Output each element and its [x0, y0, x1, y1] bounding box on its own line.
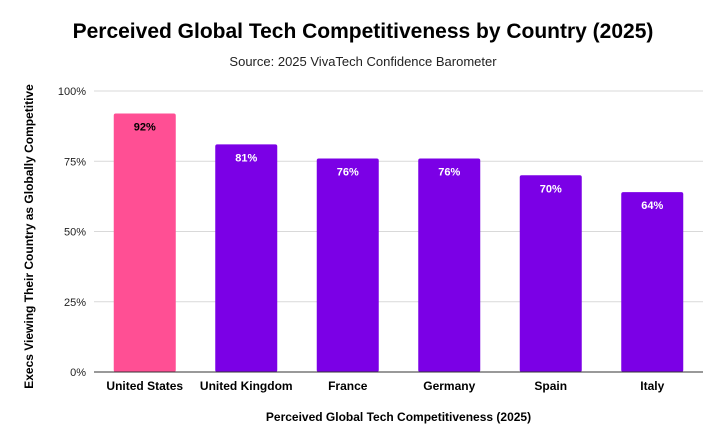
y-axis-title: Execs Viewing Their Country as Globally …	[22, 84, 36, 389]
x-tick-label: Germany	[423, 379, 475, 393]
data-label: 92%	[134, 121, 156, 133]
bar	[316, 158, 379, 372]
y-tick-label: 50%	[64, 227, 86, 239]
x-tick-label: Spain	[534, 379, 567, 393]
data-label: 81%	[235, 152, 257, 164]
y-tick-label: 100%	[58, 86, 86, 98]
bar	[215, 144, 278, 372]
bar	[418, 158, 481, 372]
bar	[621, 192, 684, 372]
y-axis-ticks: 0% 25% 50% 75% 100%	[58, 86, 86, 379]
x-axis-ticks: United States United Kingdom France Germany…	[106, 379, 664, 393]
x-tick-label: Italy	[640, 379, 664, 393]
data-label: 76%	[438, 166, 460, 178]
y-tick-label: 75%	[64, 156, 86, 168]
bar	[113, 113, 176, 372]
chart-title: Perceived Global Tech Competitiveness by…	[72, 20, 654, 43]
y-tick-label: 0%	[70, 367, 86, 379]
chart-subtitle: Source: 2025 VivaTech Confidence Baromet…	[229, 54, 497, 69]
x-tick-label: France	[328, 379, 368, 393]
x-tick-label: United States	[106, 379, 183, 393]
x-tick-label: United Kingdom	[200, 379, 293, 393]
bar	[519, 175, 582, 372]
data-label: 76%	[337, 166, 359, 178]
data-labels: 92% 81% 76% 76% 70% 64%	[134, 121, 664, 212]
gridlines	[94, 90, 703, 303]
y-tick-label: 25%	[64, 297, 86, 309]
data-label: 70%	[540, 183, 562, 195]
x-axis-title: Perceived Global Tech Competitiveness (2…	[266, 410, 531, 424]
data-label: 64%	[641, 200, 663, 212]
bars	[113, 113, 684, 372]
